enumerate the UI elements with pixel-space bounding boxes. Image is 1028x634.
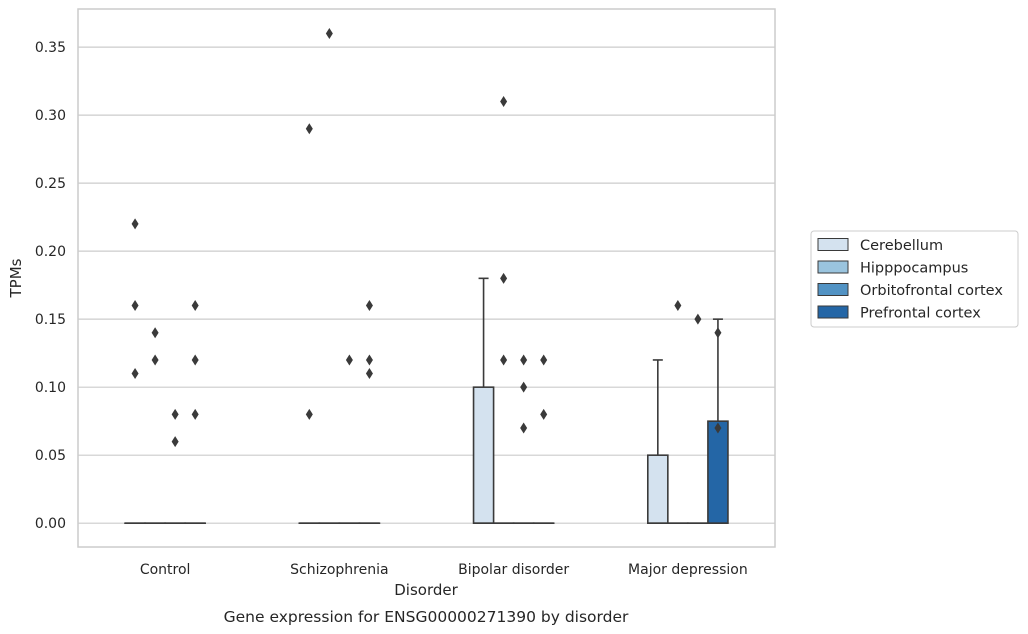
box-group xyxy=(184,300,207,525)
y-gridlines xyxy=(78,46,775,524)
legend-label: Prefrontal cortex xyxy=(860,306,981,322)
outlier-point xyxy=(500,272,508,284)
outlier-point xyxy=(151,327,159,339)
outlier-point xyxy=(151,354,159,366)
box-group xyxy=(338,354,361,525)
outlier-point xyxy=(714,327,722,339)
outlier-point xyxy=(540,354,548,366)
outlier-point xyxy=(520,381,528,393)
box xyxy=(646,454,669,524)
outlier-point xyxy=(131,368,139,380)
outlier-point xyxy=(191,408,199,420)
box-group xyxy=(144,327,166,525)
legend: Cerebellum Hipppocampus Orbitofrontal cort… xyxy=(810,230,1019,328)
box xyxy=(707,420,729,524)
legend-label: Orbitofrontal cortex xyxy=(860,283,1003,299)
legend-label: Hipppocampus xyxy=(860,261,968,277)
y-tick-label: 0.15 xyxy=(35,312,66,328)
outlier-point xyxy=(305,408,313,420)
box-group xyxy=(358,300,381,525)
box-group xyxy=(512,354,535,525)
x-axis-label: Disorder xyxy=(394,581,458,599)
outlier-point xyxy=(365,354,373,366)
box-group xyxy=(667,300,689,525)
x-tick-label: Control xyxy=(140,562,191,578)
outlier-point xyxy=(131,218,139,230)
x-tick-label: Major depression xyxy=(628,562,748,578)
outlier-point xyxy=(500,354,508,366)
box xyxy=(472,386,495,524)
box-plot-marks xyxy=(124,27,729,525)
y-tick-label: 0.25 xyxy=(35,176,66,192)
outlier-point xyxy=(500,96,508,108)
outlier-point xyxy=(345,354,353,366)
legend-swatch xyxy=(817,260,849,274)
figure-caption: Gene expression for ENSG00000271390 by d… xyxy=(224,608,629,626)
box-group xyxy=(298,123,321,525)
legend-swatch xyxy=(817,238,849,251)
outlier-point xyxy=(674,300,682,312)
box-group xyxy=(164,408,186,525)
box-group xyxy=(472,277,495,524)
outlier-point xyxy=(520,422,528,434)
x-tick-label: Bipolar disorder xyxy=(458,562,569,578)
outlier-point xyxy=(131,300,139,312)
y-tick-labels: 0.00 0.05 0.10 0.15 0.20 0.25 0.30 0.35 xyxy=(35,40,66,532)
outlier-point xyxy=(325,27,333,39)
x-tick-label: Schizophrenia xyxy=(290,562,388,578)
legend-swatch xyxy=(817,283,849,296)
outlier-point xyxy=(714,422,722,434)
outlier-point xyxy=(365,368,373,380)
y-tick-label: 0.05 xyxy=(35,448,66,464)
y-tick-label: 0.10 xyxy=(35,380,66,396)
y-tick-label: 0.00 xyxy=(35,516,66,532)
plot-area-frame xyxy=(77,8,776,548)
outlier-point xyxy=(540,408,548,420)
box-group xyxy=(707,318,729,524)
x-tick-labels: Control Schizophrenia Bipolar disorder Majo… xyxy=(140,562,748,578)
y-tick-label: 0.35 xyxy=(35,40,66,56)
legend-frame xyxy=(810,230,1019,328)
outlier-point xyxy=(191,354,199,366)
y-tick-label: 0.20 xyxy=(35,244,66,260)
outlier-point xyxy=(520,354,528,366)
outlier-point xyxy=(305,123,313,135)
y-tick-label: 0.30 xyxy=(35,108,66,124)
outlier-point xyxy=(191,300,199,312)
box-group xyxy=(124,218,146,525)
legend-label: Cerebellum xyxy=(860,238,943,254)
outlier-point xyxy=(171,408,179,420)
outlier-point xyxy=(171,436,179,448)
box-group xyxy=(532,354,555,525)
y-axis-label: TPMs xyxy=(7,258,25,298)
legend-entries: Cerebellum Hipppocampus Orbitofrontal cort… xyxy=(817,238,1003,322)
legend-swatch xyxy=(817,305,849,319)
box-group xyxy=(492,96,515,525)
box-group xyxy=(687,313,709,525)
outlier-point xyxy=(365,300,373,312)
outlier-point xyxy=(694,313,702,325)
box-group xyxy=(646,359,669,524)
box-group xyxy=(318,27,341,525)
